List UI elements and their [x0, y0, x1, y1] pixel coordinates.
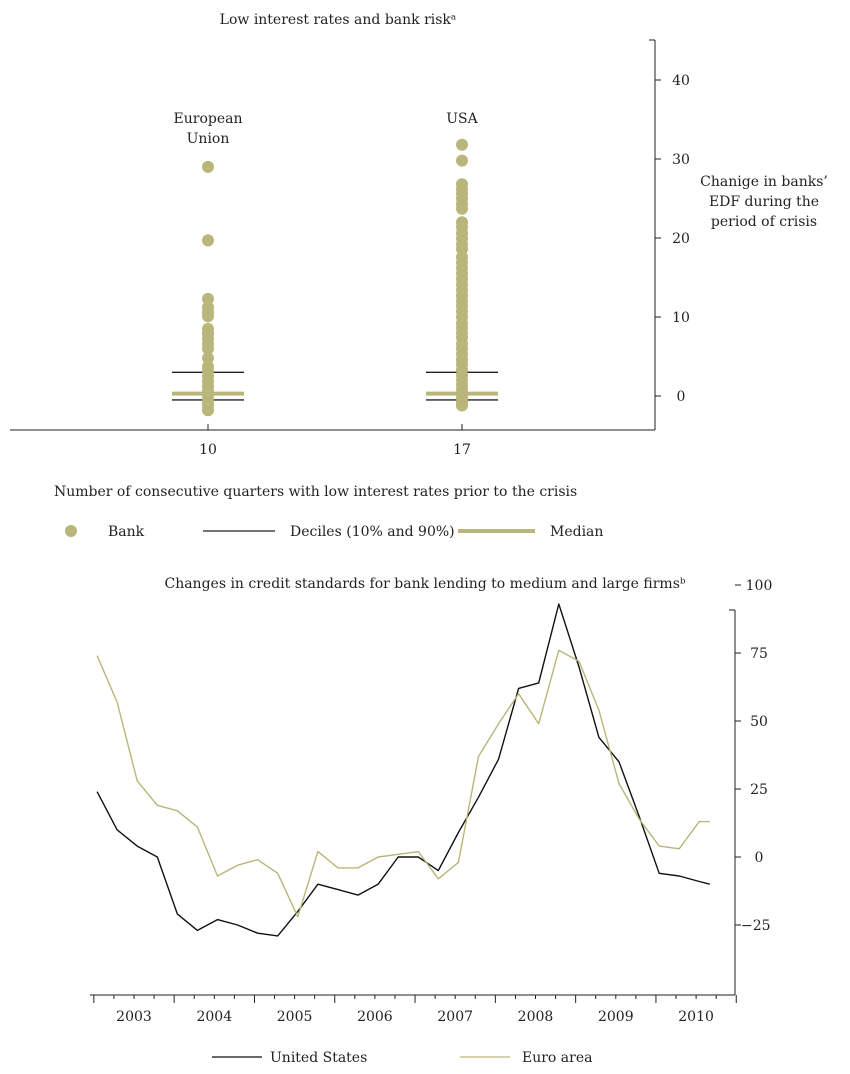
chart1-bank-point — [456, 138, 468, 151]
chart1-bank-point — [202, 352, 214, 365]
chart1-bank-point — [202, 234, 214, 247]
legend-us-label: United States — [270, 1050, 367, 1066]
legend-bank-marker — [65, 525, 77, 537]
chart2-ytick-label: −25 — [741, 918, 771, 934]
chart2-ytick-label: 75 — [750, 646, 768, 662]
chart1-bank-point — [456, 154, 468, 167]
chart2-ytick-label: 100 — [746, 578, 773, 594]
chart1-ytick-label: 20 — [672, 231, 690, 247]
chart1-legend: Bank Deciles (10% and 90%) Median — [65, 524, 603, 540]
chart1-ylabel-line: Chanige in banks’ — [700, 174, 828, 190]
chart2-series-united-states — [96, 603, 710, 937]
chart1-ylabel: Chanige in banks’ EDF during the period … — [700, 174, 828, 230]
chart1-bank-point — [202, 160, 214, 173]
chart1-bank-point — [202, 292, 214, 305]
chart2-xtick-label: 2006 — [357, 1009, 393, 1025]
chart1-bank-point — [202, 342, 214, 355]
chart1-ytick-label: 0 — [677, 389, 686, 405]
chart1-xtick-label: 17 — [453, 442, 471, 458]
legend-median-label: Median — [550, 524, 603, 540]
chart1-bank-point — [456, 202, 468, 215]
chart1-title: Low interest rates and bank riskᵃ — [220, 12, 457, 28]
chart2-title: Changes in credit standards for bank len… — [164, 576, 685, 592]
chart2-series-euro-area — [96, 649, 710, 918]
chart2-ytick-label: 25 — [750, 782, 768, 798]
chart2-xtick-label: 2005 — [277, 1009, 313, 1025]
chart2-xtick-label: 2010 — [678, 1009, 714, 1025]
chart2-legend: United States Euro area — [212, 1050, 592, 1066]
chart2-xtick-label: 2004 — [196, 1009, 232, 1025]
chart1-ytick-label: 30 — [672, 152, 690, 168]
chart1-group-label: USA — [446, 111, 478, 127]
legend-euro-label: Euro area — [522, 1050, 592, 1066]
chart1-bank-point — [202, 404, 214, 417]
chart1-xlabel: Number of consecutive quarters with low … — [54, 484, 577, 500]
legend-bank-label: Bank — [108, 524, 145, 540]
chart1-ytick-label: 10 — [672, 310, 690, 326]
chart1-group-label: Union — [187, 131, 230, 147]
chart1-bank-point — [456, 399, 468, 412]
chart2-ytick-label: 0 — [755, 850, 764, 866]
chart2-ytick-label: 50 — [750, 714, 768, 730]
chart2-xtick-label: 2007 — [437, 1009, 473, 1025]
chart2-xtick-label: 2009 — [598, 1009, 634, 1025]
chart1-group-label: European — [174, 111, 243, 127]
chart1-ylabel-line: period of crisis — [711, 214, 817, 230]
chart1-bank-point — [202, 310, 214, 323]
chart2-xtick-label: 2008 — [518, 1009, 554, 1025]
chart2-plot: −25 0 25 50 75 100 2003 2004 2005 2006 2007 2008 200… — [90, 578, 772, 1025]
chart1-ylabel-line: EDF during the — [709, 194, 819, 210]
chart2-xtick-label: 2003 — [116, 1009, 152, 1025]
chart1-plot: 0 10 20 30 40 10 European Union 17 USA — [10, 39, 690, 458]
chart1-ytick-label: 40 — [672, 73, 690, 89]
chart1-xtick-label: 10 — [199, 442, 217, 458]
legend-deciles-label: Deciles (10% and 90%) — [290, 524, 455, 540]
